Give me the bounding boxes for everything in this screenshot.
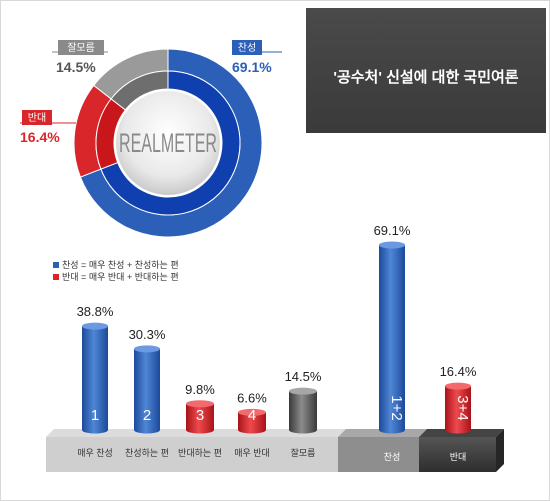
bar-2 (134, 348, 160, 430)
bar-value-label-1: 38.8% (77, 304, 114, 319)
bar-value-label-6: 69.1% (374, 223, 411, 238)
category-tag-gray-label: 잘모름 (67, 42, 95, 54)
bar-value-label-2: 30.3% (129, 327, 166, 342)
bar-top-7 (445, 382, 471, 390)
bar-base-5 (289, 426, 317, 434)
legend-swatch-blue (53, 262, 59, 268)
bar-top-5 (289, 387, 317, 395)
base-strip-dark-side (496, 429, 504, 472)
bar-mark-6: 1+2 (388, 395, 405, 420)
bar-7 (445, 386, 471, 430)
bar-mark-3: 3 (196, 407, 204, 424)
x-tick-label-1: 매우 찬성 (77, 448, 113, 458)
category-tag-red-label: 반대 (28, 112, 46, 124)
bar-top-4 (238, 408, 266, 416)
bar-mark-7: 3+4 (454, 395, 471, 420)
bar-mark-4: 4 (248, 407, 256, 424)
donut-chart (73, 48, 263, 238)
category-tag-blue (232, 40, 262, 55)
chart-title: '공수처' 신설에 대한 국민여론 (333, 69, 519, 86)
base-strip-gray-top (338, 429, 427, 437)
bar-mark-2: 2 (143, 407, 151, 424)
pie-slice-inner-3 (110, 70, 169, 111)
bar-top-3 (186, 400, 214, 408)
category-tag-gray (58, 40, 104, 55)
x-tick-label-7: 반대 (450, 452, 467, 462)
bar-3 (186, 403, 214, 430)
bar-base-7 (445, 426, 471, 434)
bar-value-label-4: 6.6% (237, 390, 267, 405)
bar-value-label-5: 14.5% (285, 369, 322, 384)
bar-mark-1: 1 (91, 407, 99, 424)
bar-base-2 (134, 426, 160, 434)
pie-value-gray: 14.5% (56, 59, 96, 75)
legend-swatch-red (53, 274, 59, 280)
pie-value-blue: 69.1% (232, 59, 272, 75)
bar-top-6 (379, 241, 405, 249)
category-tag-blue-label: 찬성 (238, 42, 256, 54)
legend-support-text: 찬성 = 매우 찬성 + 찬성하는 편 (62, 259, 179, 270)
x-tick-label-2: 찬성하는 편 (125, 447, 169, 458)
bar-base-4 (238, 426, 266, 434)
base-strip-gray (338, 437, 419, 472)
bar-1 (82, 326, 108, 430)
x-tick-label-5: 잘모름 (291, 447, 316, 458)
bar-6 (379, 245, 405, 430)
x-tick-label-3: 반대하는 편 (178, 447, 222, 458)
bar-4 (238, 412, 266, 430)
bar-chart: 1 38.8% 매우 찬성 2 30.3% 찬성하는 편 3 9.8% 반대하는 편 4 6.6% 매… (77, 223, 477, 462)
bar-base-1 (82, 426, 108, 434)
pie-slice-inner-1 (100, 70, 241, 216)
pie-value-red: 16.4% (20, 129, 60, 145)
x-tick-label-4: 매우 반대 (234, 448, 270, 458)
realmeter-logo: REALMETER (119, 128, 217, 158)
bar-base-3 (186, 426, 214, 434)
bar-value-label-7: 16.4% (440, 364, 477, 379)
bar-top-2 (134, 345, 160, 353)
title-box: '공수처' 신설에 대한 국민여론 (306, 8, 546, 133)
donut-hub (116, 91, 220, 195)
base-strip-dark (419, 437, 496, 472)
legend-oppose-text: 반대 = 매우 반대 + 반대하는 편 (62, 271, 179, 282)
bar-top-1 (82, 322, 108, 330)
bar-base-6 (379, 426, 405, 434)
category-tag-red (22, 110, 52, 125)
bar-5 (289, 391, 317, 430)
x-tick-label-6: 찬성 (384, 452, 401, 462)
base-strip (46, 437, 338, 472)
bar-value-label-3: 9.8% (185, 382, 215, 397)
